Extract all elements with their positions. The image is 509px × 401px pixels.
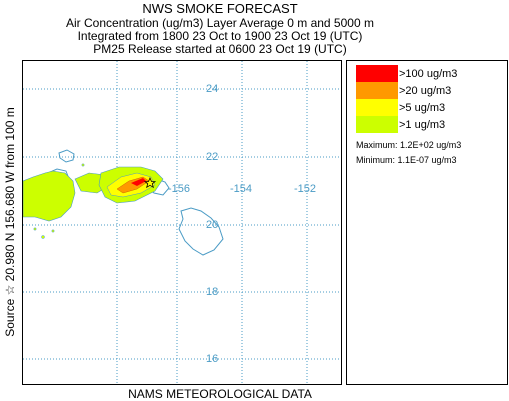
legend-label: >1 ug/m3 — [399, 119, 446, 131]
minimum-value: Minimum: 1.1E-07 ug/m3 — [356, 155, 457, 165]
map-canvas: 24 22 20 18 16 -156 -154 -152 — [23, 61, 341, 384]
plume-contour-gt1 — [23, 170, 76, 222]
source-location-label: Source ☆ 20.980 N 156.680 W from 100 m — [3, 107, 17, 337]
release-info: PM25 Release started at 0600 23 Oct 19 (… — [93, 42, 347, 56]
legend-panel: >100 ug/m3 >20 ug/m3 >5 ug/m3 >1 ug/m3 M… — [346, 60, 508, 385]
longitude-label: -152 — [294, 183, 316, 195]
legend-swatch — [356, 65, 398, 82]
plume-speck — [41, 235, 45, 239]
latitude-label: 18 — [206, 286, 218, 298]
legend-swatch — [356, 99, 398, 116]
concentration-subtitle: Air Concentration (ug/m3) Layer Average … — [66, 16, 374, 30]
plume-speck — [51, 229, 55, 233]
latitude-label: 20 — [206, 219, 218, 231]
data-source-footer: NAMS METEOROLOGICAL DATA — [128, 387, 312, 401]
latitude-label: 24 — [206, 83, 218, 95]
legend-label: >20 ug/m3 — [399, 85, 452, 97]
integration-period: Integrated from 1800 23 Oct to 1900 23 O… — [77, 29, 363, 43]
source-star-icon — [143, 176, 157, 189]
legend-swatch — [356, 116, 398, 133]
maximum-value: Maximum: 1.2E+02 ug/m3 — [356, 140, 462, 150]
oahu-coast — [58, 149, 75, 163]
forecast-title: NWS SMOKE FORECAST — [142, 1, 298, 16]
legend-label: >5 ug/m3 — [399, 102, 446, 114]
longitude-label: -156 — [168, 183, 190, 195]
plume-contour-gt100 — [131, 178, 146, 186]
latitude-label: 22 — [206, 151, 218, 163]
plume-speck — [81, 163, 85, 167]
smoke-plume — [23, 163, 164, 239]
latitude-label: 16 — [206, 353, 218, 365]
longitude-label: -154 — [230, 183, 252, 195]
plume-speck — [33, 227, 37, 231]
legend-swatch — [356, 82, 398, 99]
hawaii-coast — [178, 207, 224, 256]
map-panel: 24 22 20 18 16 -156 -154 -152 — [22, 60, 342, 385]
legend-label: >100 ug/m3 — [399, 68, 458, 80]
